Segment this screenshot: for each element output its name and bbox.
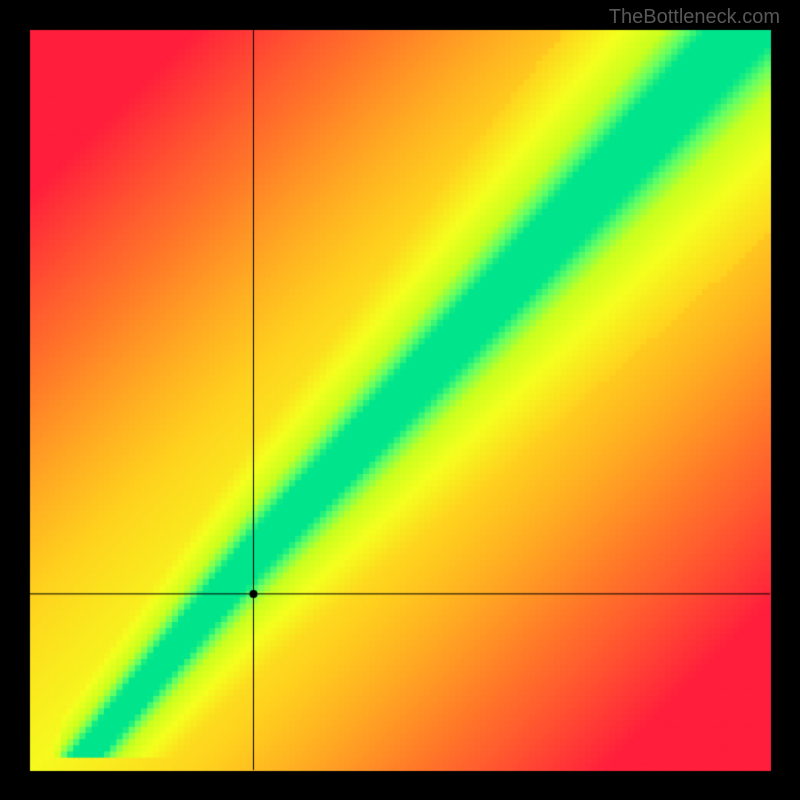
watermark-text: TheBottleneck.com — [609, 6, 780, 29]
figure-container: TheBottleneck.com — [0, 0, 800, 800]
bottleneck-heatmap — [0, 0, 800, 800]
